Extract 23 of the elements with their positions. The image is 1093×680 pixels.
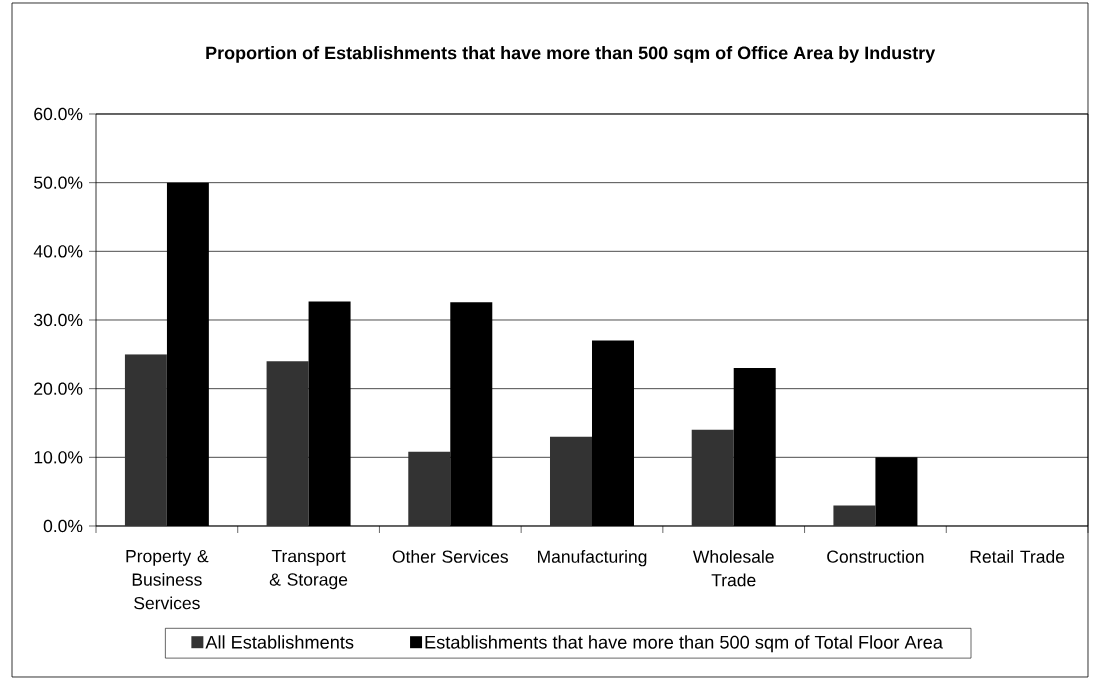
x-tick-label: Property & Business Services: [126, 550, 209, 610]
y-tick-label: 40.0%: [33, 245, 83, 258]
x-tick-label: Retail Trade: [970, 550, 1065, 563]
y-tick-label: 50.0%: [34, 176, 83, 189]
bar: [691, 429, 734, 526]
legend-label: Establishments that have more than 500 sqm of Total Floor Area: [425, 635, 943, 653]
bar: [266, 361, 309, 526]
x-tick-label: Transport & Storage: [269, 550, 348, 590]
bar: [833, 505, 876, 526]
y-tick-label: 60.0%: [34, 107, 83, 121]
x-tick-label: Manufacturing: [537, 550, 647, 567]
y-tick-label: 20.0%: [34, 382, 83, 395]
y-tick-label: 0.0%: [43, 519, 83, 533]
bar: [550, 436, 592, 526]
x-tick-label: Other Services: [392, 550, 508, 563]
bar: [124, 354, 167, 526]
y-tick-label: 30.0%: [34, 313, 83, 327]
x-tick-label: Wholesale Trade: [692, 550, 774, 587]
bar: [408, 451, 451, 526]
y-tick-label: 10.0%: [34, 451, 83, 464]
legend-label: All Establishments: [205, 635, 354, 649]
chart-title: Proportion of Establishments that have more than 500 sqm of Office Area by Industry: [206, 46, 936, 63]
x-tick-label: Construction: [827, 550, 924, 563]
